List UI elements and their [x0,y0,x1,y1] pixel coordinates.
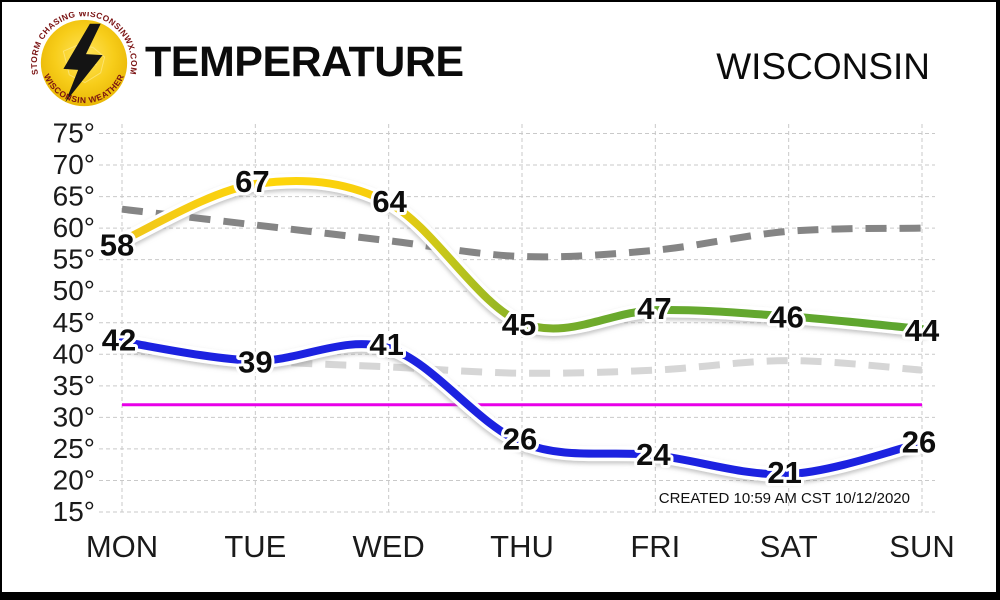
forecast-low-line [118,337,926,479]
x-day-label: THU [490,529,554,564]
forecast-low-value-label: 26 [503,422,537,457]
forecast-high-value-label: 58 [100,228,134,263]
forecast-high-value-label: 64 [372,184,407,219]
forecast-low-value-label: 24 [636,437,671,472]
y-tick-label: 60° [53,212,95,243]
y-tick-label: 50° [53,275,95,306]
forecast-high-value-label: 45 [502,307,536,342]
forecast-high-line [118,176,926,334]
y-tick-label: 25° [53,433,95,464]
y-tick-label: 65° [53,181,95,212]
y-tick-label: 20° [53,464,95,495]
x-day-label: FRI [630,529,680,564]
x-day-label: TUE [224,529,286,564]
x-day-label: WED [353,529,425,564]
y-tick-label: 55° [53,244,95,275]
forecast-low-value-label: 42 [102,323,136,358]
region-title: WISCONSIN [716,46,930,87]
x-day-label: SUN [889,529,954,564]
y-tick-label: 70° [53,149,95,180]
y-tick-label: 15° [53,496,95,527]
forecast-high-value-label: 67 [235,164,269,199]
y-tick-label: 35° [53,370,95,401]
forecast-high-value-label: 46 [769,299,803,334]
x-day-label: SAT [760,529,818,564]
y-tick-label: 30° [53,401,95,432]
y-tick-label: 45° [53,307,95,338]
created-timestamp: CREATED 10:59 AM CST 10/12/2020 [659,490,910,507]
forecast-low-value-label: 26 [902,425,936,460]
forecast-high-value-label: 47 [637,291,671,326]
storm-chasing-logo: STORM CHASING WISCONSINWX.COM WISCONSIN … [29,12,139,107]
page-title: TEMPERATURE [145,38,464,86]
forecast-low-value-label: 41 [369,327,403,362]
x-day-label: MON [86,529,158,564]
y-tick-label: 75° [53,118,95,149]
y-tick-label: 40° [53,338,95,369]
forecast-high-value-label: 44 [905,313,940,348]
forecast-low-value-label: 21 [767,455,801,490]
lightning-bolt-icon [63,23,103,103]
forecast-low-value-label: 39 [238,345,272,380]
